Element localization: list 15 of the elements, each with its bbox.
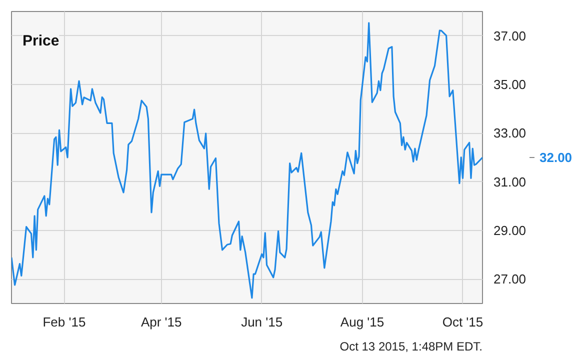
- x-tick-label: Oct '15: [442, 314, 484, 330]
- y-tick-label: 27.00: [494, 272, 526, 287]
- y-tick-label: 29.00: [494, 223, 526, 238]
- text: 32.00: [540, 150, 572, 165]
- y-tick-label: 31.00: [494, 174, 526, 190]
- y-tick-label: 33.00: [494, 126, 526, 141]
- x-tick-label: Aug '15: [340, 314, 384, 330]
- x-tick-label: Apr '15: [140, 314, 182, 330]
- x-tick-label: Jun '15: [241, 314, 283, 330]
- y-tick-label: 35.00: [494, 77, 526, 92]
- x-tick-label: Feb '15: [42, 314, 86, 330]
- line-series: [12, 22, 482, 299]
- text: Oct 13 2015, 1:48PM EDT.: [340, 340, 483, 354]
- text: Price: [22, 32, 60, 50]
- y-tick-label: 37.00: [494, 28, 526, 44]
